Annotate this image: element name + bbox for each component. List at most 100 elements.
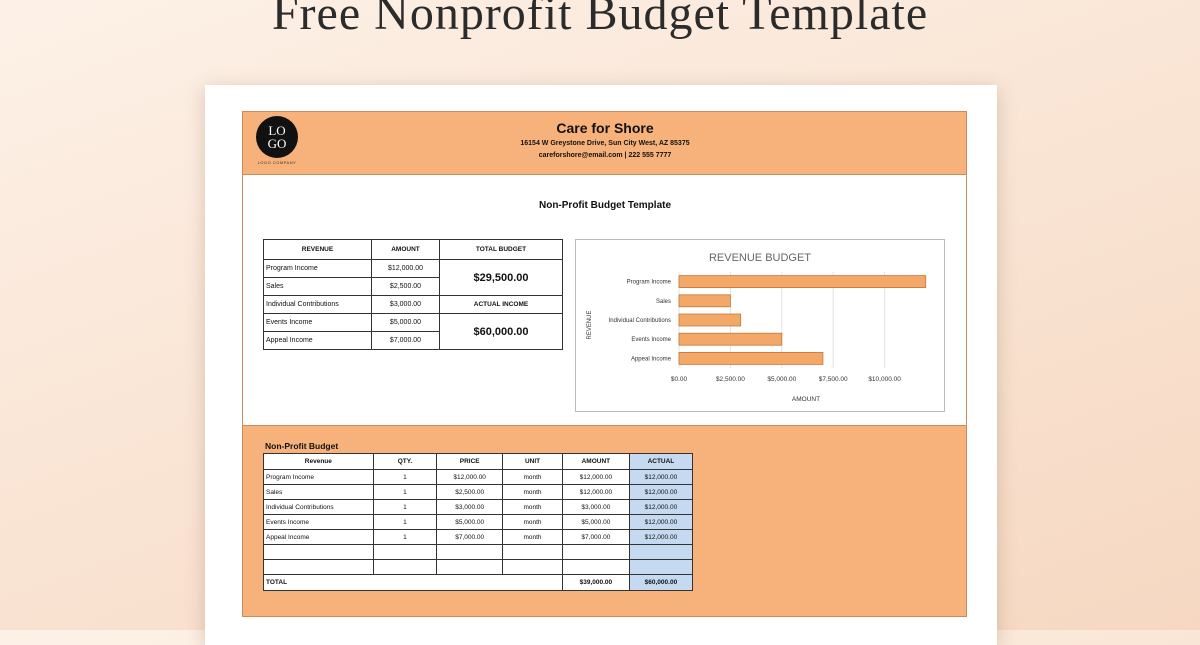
- cell: $2,500.00: [371, 277, 440, 296]
- cell: $3,000.00: [561, 499, 630, 515]
- cell: $5,000.00: [371, 313, 440, 332]
- cell: Program Income: [263, 259, 372, 278]
- header-cell: UNIT: [502, 453, 563, 470]
- cell: Events Income: [263, 313, 372, 332]
- x-tick-label: $10,000.00: [868, 376, 901, 383]
- bar: [678, 313, 742, 327]
- empty-cell: [502, 544, 563, 560]
- row: Appeal Income $7,000.00: [263, 331, 563, 350]
- summary-table: REVENUE AMOUNT TOTAL BUDGET Program Income $…: [263, 239, 563, 350]
- row: Individual Contributions $3,000.00 ACTUAL …: [263, 295, 563, 314]
- cell: $5,000.00: [561, 514, 630, 530]
- header-cell: Revenue: [263, 453, 374, 470]
- header-cell: QTY.: [372, 453, 438, 470]
- row: Events Income $5,000.00 $60,000.00: [263, 313, 563, 350]
- empty-cell: [372, 544, 438, 560]
- chart-title: REVENUE BUDGET: [709, 252, 811, 264]
- sheet: [242, 175, 967, 425]
- empty-cell: [436, 559, 504, 575]
- bar: [678, 294, 731, 308]
- logo-tagline: LOGO COMPANY: [257, 160, 297, 165]
- section-title: Non-Profit Budget: [265, 441, 339, 451]
- empty-cell: [263, 544, 374, 560]
- cell: Individual Contributions: [263, 295, 372, 314]
- x-tick-label: $7,500.00: [819, 376, 848, 383]
- row: Sales 1 $2,500.00 month $12,000.00 $12,000.00: [263, 484, 694, 500]
- x-axis-label: AMOUNT: [792, 396, 820, 403]
- header-band: [242, 111, 967, 175]
- cell: $7,000.00: [561, 529, 630, 545]
- cell: $12,000.00: [628, 469, 694, 485]
- cell: $12,000.00: [561, 469, 630, 485]
- cell: Program Income: [263, 469, 374, 485]
- empty-cell: [502, 559, 563, 575]
- y-tick-label: Events Income: [631, 337, 671, 343]
- org-address: 16154 W Greystone Drive, Sun City West, …: [520, 140, 690, 147]
- header-row: Revenue QTY. PRICE UNIT AMOUNT ACTUAL: [263, 453, 694, 470]
- empty-row: [263, 544, 694, 560]
- row: Events Income 1 $5,000.00 month $5,000.00 $12…: [263, 514, 694, 530]
- total-amount: $39,000.00: [561, 574, 630, 591]
- actual-income: $60,000.00: [439, 313, 563, 350]
- cell: month: [502, 514, 563, 530]
- empty-cell: [263, 559, 374, 575]
- cell: month: [502, 499, 563, 515]
- logo-text: GO: [267, 136, 287, 151]
- total-actual: $60,000.00: [628, 574, 694, 591]
- cell: $12,000.00: [628, 484, 694, 500]
- row: Appeal Income 1 $7,000.00 month $7,000.00 $12…: [263, 529, 694, 545]
- cell: 1: [372, 484, 438, 500]
- cell: Sales: [263, 277, 372, 296]
- total-row: TOTAL $39,000.00 $60,000.00: [263, 574, 694, 591]
- actual-label: ACTUAL INCOME: [439, 295, 563, 314]
- cell: Appeal Income: [263, 331, 372, 350]
- header-cell: TOTAL BUDGET: [439, 239, 563, 260]
- cell: 1: [372, 499, 438, 515]
- cell: $12,000.00: [371, 259, 440, 278]
- cell: $5,000.00: [436, 514, 504, 530]
- cell: $12,000.00: [628, 529, 694, 545]
- cell: month: [502, 529, 563, 545]
- x-tick-label: $5,000.00: [767, 376, 796, 383]
- empty-cell: [561, 559, 630, 575]
- cell: $7,000.00: [371, 331, 440, 350]
- row: Program Income 1 $12,000.00 month $12,000.00…: [263, 469, 694, 485]
- row: Individual Contributions 1 $3,000.00 month $…: [263, 499, 694, 515]
- empty-cell: [372, 559, 438, 575]
- cell: $7,000.00: [436, 529, 504, 545]
- cell: 1: [372, 529, 438, 545]
- y-tick-label: Appeal Income: [631, 356, 672, 362]
- cell: Events Income: [263, 514, 374, 530]
- cell: Individual Contributions: [263, 499, 374, 515]
- cell: 1: [372, 514, 438, 530]
- cell: month: [502, 484, 563, 500]
- bar: [678, 332, 783, 346]
- cell: $12,000.00: [561, 484, 630, 500]
- y-tick-label: Sales: [656, 299, 671, 305]
- x-tick-label: $0.00: [671, 376, 688, 383]
- cell: $3,000.00: [436, 499, 504, 515]
- header-cell: AMOUNT: [561, 453, 630, 470]
- header-cell: AMOUNT: [371, 239, 440, 260]
- header-cell: ACTUAL: [628, 453, 694, 470]
- header-cell: REVENUE: [263, 239, 372, 260]
- org-name: Care for Shore: [556, 120, 654, 136]
- chart: REVENUE BUDGET $0.00 $2,500.00 $5,000.00 $7,…: [575, 239, 945, 412]
- cell: 1: [372, 469, 438, 485]
- row: Program Income $12,000.00 $29,500.00: [263, 259, 563, 296]
- header-cell: PRICE: [436, 453, 504, 470]
- logo: LO GO: [256, 116, 298, 158]
- bar: [678, 275, 927, 288]
- doc-title: Non-Profit Budget Template: [538, 200, 672, 211]
- bar: [678, 352, 824, 365]
- budget-table: Revenue QTY. PRICE UNIT AMOUNT ACTUAL Program …: [263, 453, 694, 591]
- cell: month: [502, 469, 563, 485]
- cell: Sales: [263, 484, 374, 500]
- cell: $12,000.00: [436, 469, 504, 485]
- y-tick-label: Program Income: [627, 280, 672, 286]
- x-tick-label: $2,500.00: [716, 376, 745, 383]
- org-contact: careforshore@email.com | 222 555 7777: [538, 152, 672, 159]
- empty-row: [263, 559, 694, 575]
- cell: $12,000.00: [628, 499, 694, 515]
- cell: $2,500.00: [436, 484, 504, 500]
